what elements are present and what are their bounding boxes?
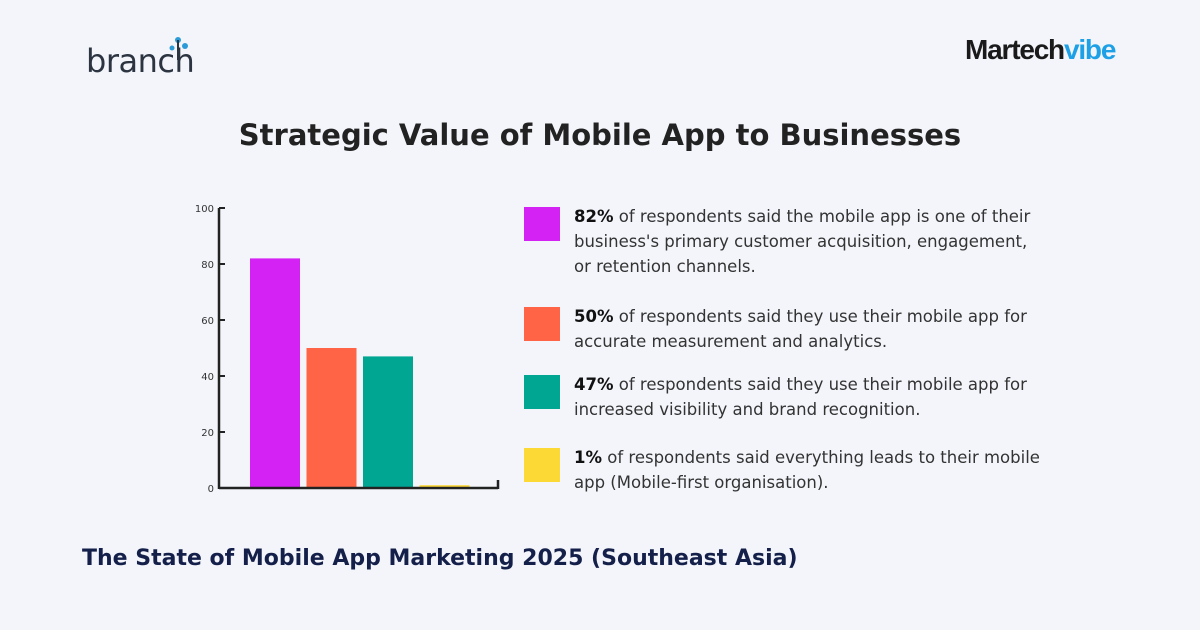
branch-logo: branch (86, 37, 195, 80)
legend-item: 47% of respondents said they use their m… (524, 375, 1044, 422)
legend-item: 82% of respondents said the mobile app i… (524, 207, 1044, 279)
legend-swatch (524, 375, 560, 409)
y-tick-label: 0 (208, 484, 214, 495)
bar (250, 258, 300, 488)
branch-logo-text: branch (86, 42, 195, 80)
footer-caption: The State of Mobile App Marketing 2025 (… (82, 546, 798, 571)
legend-swatch (524, 448, 560, 482)
y-tick-label: 40 (201, 372, 214, 383)
bar (306, 348, 357, 488)
legend-item: 1% of respondents said everything leads … (524, 448, 1044, 495)
legend-swatch (524, 307, 560, 341)
y-tick-label: 100 (195, 204, 214, 215)
martechvibe-logo: Martechvibe (965, 34, 1116, 65)
branch-tree-icon (169, 37, 188, 60)
y-tick-label: 20 (201, 428, 214, 439)
bar (419, 485, 470, 488)
legend-text: 47% of respondents said they use their m… (574, 375, 1027, 419)
legend-text: 50% of respondents said they use their m… (574, 307, 1027, 351)
bar-chart: 0 20 40 60 80 100 (195, 204, 500, 495)
legend-item: 50% of respondents said they use their m… (524, 307, 1044, 354)
y-tick-label: 80 (201, 260, 214, 271)
legend-text: 82% of respondents said the mobile app i… (574, 207, 1031, 276)
bar (363, 356, 413, 488)
chart-title: Strategic Value of Mobile App to Busines… (238, 118, 962, 152)
legend-swatch (524, 207, 560, 241)
y-tick-label: 60 (201, 316, 214, 327)
legend-text: 1% of respondents said everything leads … (574, 448, 1040, 492)
